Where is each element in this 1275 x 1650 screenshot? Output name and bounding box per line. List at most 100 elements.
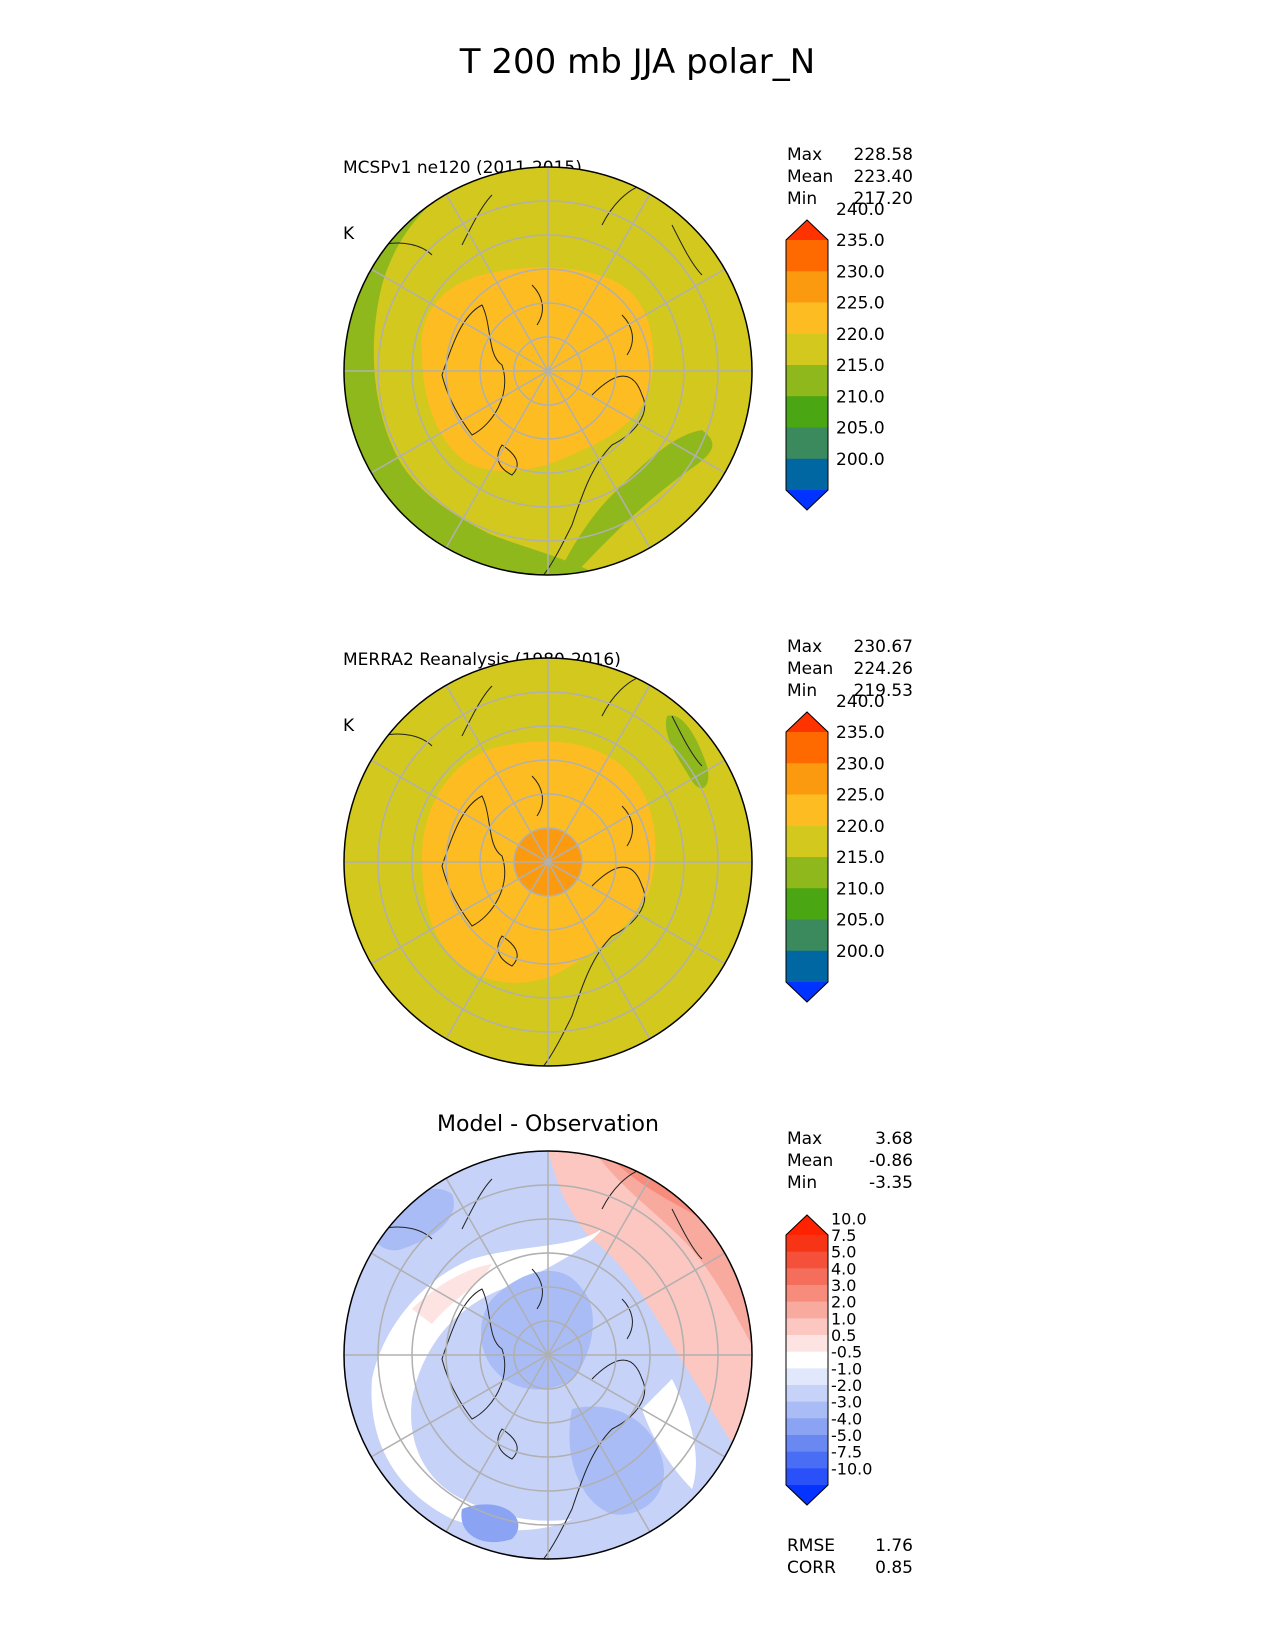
colorbar-tick-label: 2.0 (831, 1293, 856, 1312)
colorbar-swatch (786, 1235, 828, 1253)
stat-value: 228.58 (853, 145, 913, 165)
colorbar-tick-label: 7.5 (831, 1226, 856, 1245)
colorbar-outline (785, 711, 829, 1003)
panel-obs-title: MERRA2 Reanalysis (1980-2016) K (343, 605, 621, 759)
colorbar-tick-label: -5.0 (831, 1426, 862, 1445)
colorbar-tick-label: -1.0 (831, 1359, 862, 1378)
colorbar-swatch (786, 240, 828, 272)
colorbar-tick-label: 210.0 (836, 879, 885, 899)
colorbar-tick-label: 230.0 (836, 754, 885, 774)
colorbar-swatches (785, 1214, 829, 1506)
panel-diff-extra-stats: RMSE 1.76 CORR 0.85 (787, 1535, 913, 1579)
colorbar-swatch (786, 1301, 828, 1319)
colorbar-swatch (786, 427, 828, 460)
colorbar-extend-max (786, 712, 828, 732)
colorbar-extend-min (786, 490, 828, 510)
colorbar-swatch (786, 365, 828, 397)
colorbar-swatch (786, 888, 828, 920)
colorbar-swatch (786, 1285, 828, 1303)
stat-value: 230.67 (853, 637, 913, 657)
panel-model-units: K (343, 224, 355, 244)
colorbar-tick-label: 235.0 (836, 231, 885, 251)
colorbar-swatch (786, 1385, 828, 1403)
stat-value: 3.68 (875, 1129, 913, 1149)
colorbar-swatch (786, 919, 828, 952)
stat-name: Min (787, 681, 818, 701)
colorbar-tick-label: 225.0 (836, 294, 885, 314)
colorbar-tick-label: 215.0 (836, 356, 885, 376)
colorbar-tick-label: -4.0 (831, 1409, 862, 1428)
field-215-220-patch (666, 715, 709, 789)
colorbar-labels: 200.0 205.0 210.0 215.0 220.0 225.0 230.0 235.0… (836, 692, 885, 962)
colorbar-extend-min (786, 982, 828, 1002)
colorbar-tick-label: -0.5 (831, 1343, 862, 1362)
colorbar-swatch (786, 857, 828, 889)
stat-value: 1.76 (875, 1536, 913, 1556)
colorbar-swatches (785, 711, 829, 1003)
colorbar-swatch (786, 302, 828, 335)
colorbar-swatch (786, 1451, 828, 1469)
colorbar-swatch (786, 271, 828, 303)
colorbar-tick-label: 215.0 (836, 848, 885, 868)
colorbar-tick-label: 240.0 (836, 692, 885, 712)
panel-obs-units: K (343, 716, 355, 736)
colorbar-swatch (786, 794, 828, 827)
stat-name: Mean (787, 1151, 834, 1171)
diff-polar-map (343, 1150, 753, 1560)
field-negative-bottom (461, 1504, 519, 1543)
graticule (344, 658, 752, 1066)
colorbar-extend-min (786, 1485, 828, 1505)
panel-obs-stats: Max 230.67 Mean 224.26 Min 219.53 (787, 636, 913, 702)
colorbar-extend-max (786, 1215, 828, 1235)
stat-value: 217.20 (853, 189, 913, 209)
colorbar-swatch (786, 763, 828, 795)
colorbar-swatch (786, 1435, 828, 1453)
graticule (344, 167, 752, 575)
panel-obs-label: MERRA2 Reanalysis (1980-2016) (343, 650, 621, 670)
field-negative-center (480, 1270, 593, 1390)
graticule (344, 1151, 752, 1559)
colorbar-tick-label: -10.0 (831, 1459, 872, 1478)
figure-title: T 200 mb JJA polar_N (459, 42, 816, 82)
colorbar-swatches (785, 219, 829, 511)
stat-name: Max (787, 1129, 823, 1149)
stat-value: 224.26 (853, 659, 913, 679)
colorbar-swatch (786, 950, 828, 983)
colorbar-tick-label: 0.5 (831, 1326, 856, 1345)
stat-name: Min (787, 1173, 818, 1193)
stat-value: 223.40 (853, 167, 913, 187)
colorbar-swatch (786, 1251, 828, 1269)
field-positive-small (412, 1264, 492, 1324)
colorbar-tick-label: 4.0 (831, 1259, 856, 1278)
model-colorbar: 200.0 205.0 210.0 215.0 220.0 225.0 230.0 235.0… (785, 200, 885, 511)
colorbar-outline (785, 1214, 829, 1506)
colorbar-tick-label: 220.0 (836, 817, 885, 837)
stat-name: Min (787, 189, 818, 209)
colorbar-labels: 200.0 205.0 210.0 215.0 220.0 225.0 230.0 235.0… (836, 200, 885, 470)
colorbar-swatch (786, 1351, 828, 1369)
colorbar-tick-label: 230.0 (836, 262, 885, 282)
panel-diff-title: Model - Observation (437, 1112, 659, 1137)
panel-model-stats: Max 228.58 Mean 223.40 Min 217.20 (787, 144, 913, 210)
colorbar-swatch (786, 396, 828, 428)
colorbar-tick-label: 1.0 (831, 1309, 856, 1328)
colorbar-tick-label: 200.0 (836, 450, 885, 470)
colorbar-swatch (786, 732, 828, 764)
colorbar-extend-max (786, 220, 828, 240)
stat-name: Max (787, 637, 823, 657)
colorbar-swatch (786, 825, 828, 858)
field-215-220-atlantic (344, 167, 602, 575)
colorbar-swatch (786, 333, 828, 366)
colorbar-tick-label: 3.0 (831, 1276, 856, 1295)
field-215-220-pacific (557, 430, 713, 575)
colorbar-tick-label: 240.0 (836, 200, 885, 220)
colorbar-swatch (786, 1368, 828, 1386)
colorbar-tick-label: -2.0 (831, 1376, 862, 1395)
colorbar-swatch (786, 1401, 828, 1419)
colorbar-swatch (786, 458, 828, 491)
stat-value: 0.85 (875, 1558, 913, 1578)
stat-name: Mean (787, 167, 834, 187)
stat-name: Mean (787, 659, 834, 679)
colorbar-tick-label: 235.0 (836, 723, 885, 743)
obs-colorbar: 200.0 205.0 210.0 215.0 220.0 225.0 230.0 235.0… (785, 692, 885, 1003)
